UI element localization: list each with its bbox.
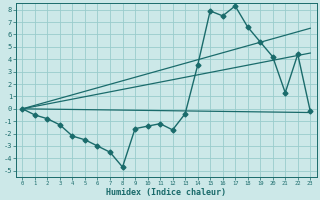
X-axis label: Humidex (Indice chaleur): Humidex (Indice chaleur) (106, 188, 226, 197)
